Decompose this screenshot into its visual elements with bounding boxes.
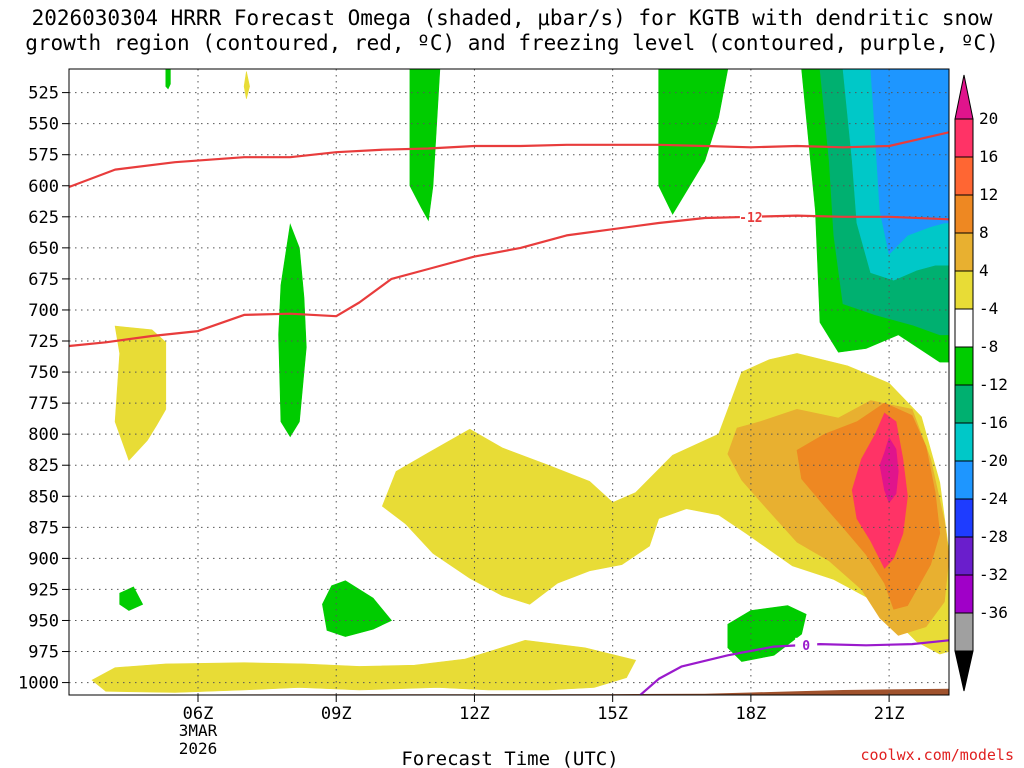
x-tick-label: 06Z: [183, 704, 214, 724]
contour-label-bg: [795, 637, 818, 651]
colorbar-label: -16: [979, 413, 1008, 432]
colorbar-segment: [954, 384, 974, 424]
x-tick-label: 09Z: [321, 704, 352, 724]
contour-label: 0: [802, 639, 810, 654]
y-tick-label: 700: [28, 301, 59, 321]
colorbar-segment: [954, 118, 974, 158]
y-tick-label: 800: [28, 425, 59, 445]
colorbar-segment: [954, 308, 974, 348]
y-tick-label: 900: [28, 549, 59, 569]
chart-title: 2026030304 HRRR Forecast Omega (shaded, …: [0, 6, 1024, 56]
colorbar-segment: [954, 574, 974, 614]
contours: -12 0: [69, 131, 949, 695]
colorbar-segment: [954, 346, 974, 386]
colorbar-label: 8: [979, 223, 989, 242]
colorbar-bottom-arrow: [954, 650, 974, 692]
x-tick-label: 21Z: [874, 704, 905, 724]
colorbar-segment: [954, 270, 974, 310]
colorbar-label: -32: [979, 565, 1008, 584]
colorbar-top-arrow: [954, 74, 974, 120]
grid: [69, 69, 949, 695]
x-tick-label: 18Z: [736, 704, 767, 724]
shaded-regions: [69, 69, 949, 695]
colorbar-segment: [954, 612, 974, 652]
colorbar-label: -8: [979, 337, 998, 356]
colorbar-label: 16: [979, 147, 998, 166]
title-line-1: 2026030304 HRRR Forecast Omega (shaded, …: [31, 6, 993, 30]
x-tick-label: 15Z: [597, 704, 628, 724]
y-tick-label: 575: [28, 146, 59, 166]
y-tick-label: 675: [28, 270, 59, 290]
colorbar-label: 12: [979, 185, 998, 204]
shaded-region-low-level-blob-1830z: [727, 605, 807, 662]
y-tick-label: 875: [28, 518, 59, 538]
colorbar-label: -28: [979, 527, 1008, 546]
y-tick-label: 775: [28, 394, 59, 414]
date-label-line-1: 3MAR: [179, 721, 218, 740]
y-tick-label: 550: [28, 115, 59, 135]
colorbar-segment: [954, 498, 974, 538]
contour-dgz-lower: [69, 214, 949, 348]
shaded-region-speck-0705z: [243, 71, 250, 99]
y-tick-label: 650: [28, 239, 59, 259]
title-line-2: growth region (contoured, red, ºC) and f…: [25, 31, 999, 55]
y-tick-label: 925: [28, 580, 59, 600]
contour-label: -12: [739, 211, 762, 226]
credit: coolwx.com/models: [860, 746, 1014, 764]
colorbar-segment: [954, 460, 974, 500]
colorbar-label: -20: [979, 451, 1008, 470]
shaded-region-upper-right-rising: [870, 69, 949, 255]
colorbar-label: -4: [979, 299, 998, 318]
contour-freezing-level: [639, 639, 949, 695]
shaded-region-column-near-16z: [658, 69, 729, 215]
colorbar: 20 16 12 8 4 -4 -8 -12 -16 -20 -24 -28 -32 -36: [954, 74, 1008, 692]
colorbar-segment: [954, 232, 974, 272]
y-axis: 525 550 575 600 625 650 675 700 725 750 775 800 825 8…: [18, 84, 69, 694]
plot-frame: [68, 68, 950, 696]
colorbar-segment: [954, 422, 974, 462]
colorbar-segment: [954, 194, 974, 234]
y-tick-label: 600: [28, 177, 59, 197]
y-tick-label: 750: [28, 363, 59, 383]
shaded-region-speck-0530z: [165, 69, 171, 90]
shaded-region-low-level-blob-0930z: [322, 580, 392, 637]
y-tick-label: 725: [28, 332, 59, 352]
date-label-line-2: 2026: [179, 739, 218, 758]
y-tick-label: 850: [28, 487, 59, 507]
x-axis-label: Forecast Time (UTC): [401, 748, 618, 768]
terrain: [69, 688, 949, 695]
shaded-region-rising-motion-main: [879, 437, 899, 504]
contour-label-bg: [739, 209, 762, 223]
colorbar-label: 4: [979, 261, 989, 280]
y-tick-label: 525: [28, 84, 59, 104]
x-tick-label: 12Z: [459, 704, 490, 724]
colorbar-label: -12: [979, 375, 1008, 394]
colorbar-segment: [954, 156, 974, 196]
colorbar-label: 20: [979, 109, 998, 128]
y-tick-label: 1000: [18, 674, 59, 694]
shaded-region-speck-0445z: [119, 586, 144, 611]
colorbar-label: -36: [979, 603, 1008, 622]
y-tick-label: 825: [28, 456, 59, 476]
y-tick-label: 625: [28, 208, 59, 228]
colorbar-label: -24: [979, 489, 1008, 508]
shaded-region-column-near-11z: [409, 69, 441, 222]
shaded-region-near-surface-band: [91, 639, 637, 693]
y-tick-label: 950: [28, 611, 59, 631]
colorbar-segment: [954, 536, 974, 576]
x-axis: 06Z 09Z 12Z 15Z 18Z 21Z: [183, 695, 905, 724]
contour-dgz-upper: [69, 131, 949, 189]
y-tick-label: 975: [28, 643, 59, 663]
